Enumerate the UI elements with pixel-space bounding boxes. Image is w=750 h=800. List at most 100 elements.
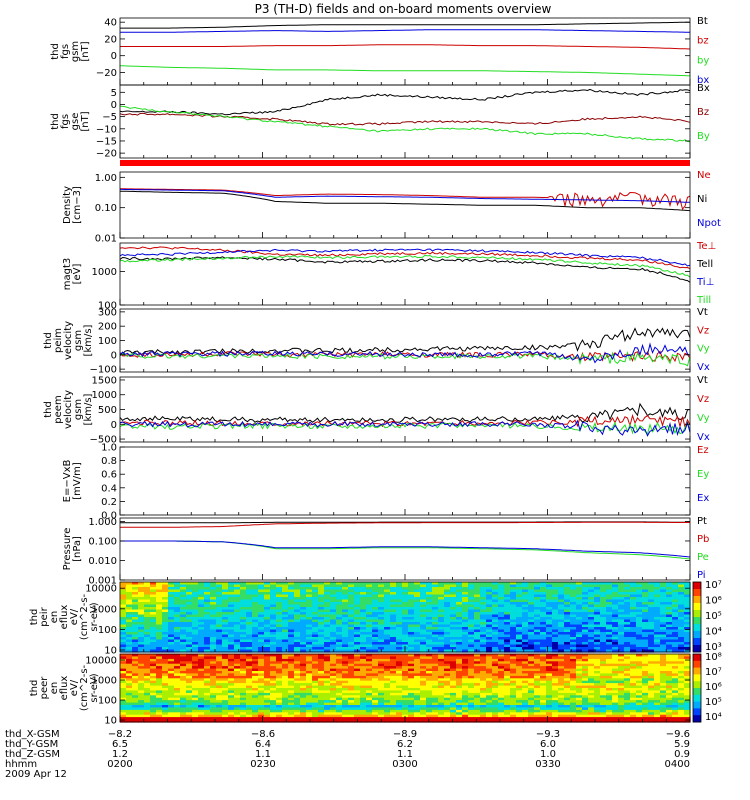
- heatmap-cell: [600, 617, 607, 621]
- heatmap-cell: [618, 632, 625, 636]
- heatmap-cell: [276, 688, 283, 691]
- heatmap-cell: [414, 709, 421, 713]
- heatmap-cell: [228, 622, 235, 626]
- heatmap-cell: [516, 592, 523, 596]
- heatmap-cell: [120, 597, 127, 601]
- heatmap-cell: [366, 632, 373, 636]
- heatmap-cell: [390, 647, 397, 651]
- heatmap-cell: [468, 617, 475, 621]
- heatmap-cell: [186, 639, 193, 643]
- heatmap-cell: [366, 673, 373, 677]
- heatmap-cell: [360, 614, 367, 618]
- heatmap-cell: [564, 642, 571, 646]
- y-axis-label-line: thd: [29, 609, 40, 626]
- heatmap-cell: [312, 661, 319, 665]
- heatmap-cell: [414, 719, 421, 723]
- heatmap-cell: [324, 619, 331, 623]
- heatmap-cell: [144, 622, 151, 626]
- heatmap-cell: [498, 719, 505, 723]
- heatmap-cell: [126, 582, 133, 586]
- heatmap-cell: [642, 647, 649, 651]
- heatmap-cell: [228, 680, 235, 684]
- heatmap-cell: [300, 597, 307, 601]
- heatmap-cell: [630, 604, 637, 608]
- heatmap-cell: [474, 599, 481, 603]
- heatmap-cell: [198, 584, 205, 588]
- heatmap-cell: [120, 692, 127, 696]
- heatmap-cell: [456, 614, 463, 618]
- heatmap-cell: [366, 644, 373, 648]
- heatmap-cell: [546, 649, 553, 653]
- heatmap-cell: [336, 663, 343, 667]
- heatmap-cell: [144, 690, 151, 694]
- heatmap-cell: [504, 629, 511, 633]
- heatmap-cell: [216, 683, 223, 687]
- heatmap-cell: [414, 671, 421, 674]
- heatmap-cell: [180, 671, 187, 674]
- heatmap-cell: [144, 627, 151, 631]
- heatmap-cell: [618, 597, 625, 601]
- heatmap-cell: [468, 629, 475, 633]
- heatmap-cell: [408, 609, 415, 613]
- heatmap-cell: [168, 688, 175, 691]
- heatmap-cell: [480, 666, 487, 670]
- heatmap-cell: [456, 668, 463, 672]
- heatmap-cell: [216, 666, 223, 670]
- heatmap-cell: [294, 707, 301, 711]
- heatmap-cell: [174, 700, 181, 704]
- heatmap-cell: [192, 614, 199, 618]
- heatmap-cell: [204, 719, 211, 723]
- heatmap-cell: [420, 587, 427, 591]
- heatmap-cell: [294, 619, 301, 623]
- heatmap-cell: [510, 619, 517, 623]
- heatmap-cell: [306, 594, 313, 598]
- heatmap-cell: [630, 589, 637, 593]
- heatmap-cell: [378, 599, 385, 603]
- heatmap-cell: [420, 673, 427, 677]
- heatmap-cell: [498, 604, 505, 608]
- heatmap-cell: [402, 673, 409, 677]
- heatmap-cell: [252, 695, 259, 699]
- heatmap-cell: [480, 688, 487, 691]
- heatmap-cell: [312, 582, 319, 586]
- heatmap-cell: [204, 697, 211, 701]
- heatmap-cell: [438, 599, 445, 603]
- heatmap-cell: [360, 663, 367, 667]
- heatmap-cell: [186, 592, 193, 596]
- heatmap-cell: [204, 629, 211, 633]
- heatmap-cell: [366, 647, 373, 651]
- heatmap-cell: [378, 582, 385, 586]
- heatmap-cell: [276, 642, 283, 646]
- heatmap-cell: [576, 594, 583, 598]
- heatmap-cell: [180, 609, 187, 613]
- heatmap-cell: [252, 582, 259, 586]
- heatmap-cell: [258, 671, 265, 674]
- heatmap-cell: [222, 599, 229, 603]
- heatmap-cell: [582, 594, 589, 598]
- heatmap-cell: [468, 654, 475, 657]
- y-axis-label-line: velocity: [63, 390, 74, 429]
- heatmap-cell: [426, 680, 433, 684]
- heatmap-cell: [222, 661, 229, 665]
- heatmap-cell: [300, 594, 307, 598]
- heatmap-cell: [384, 702, 391, 706]
- heatmap-cell: [366, 692, 373, 696]
- heatmap-cell: [504, 663, 511, 667]
- heatmap-cell: [192, 637, 199, 641]
- heatmap-cell: [354, 671, 361, 674]
- heatmap-cell: [582, 634, 589, 638]
- heatmap-cell: [402, 637, 409, 641]
- heatmap-cell: [294, 594, 301, 598]
- heatmap-cell: [294, 705, 301, 708]
- heatmap-cell: [498, 624, 505, 628]
- heatmap-cell: [210, 697, 217, 701]
- heatmap-cell: [306, 680, 313, 684]
- heatmap-cell: [630, 612, 637, 616]
- heatmap-cell: [648, 617, 655, 621]
- heatmap-cell: [666, 607, 673, 611]
- heatmap-cell: [246, 697, 253, 701]
- heatmap-cell: [126, 622, 133, 626]
- heatmap-cell: [510, 688, 517, 691]
- heatmap-cell: [126, 688, 133, 691]
- heatmap-cell: [426, 697, 433, 701]
